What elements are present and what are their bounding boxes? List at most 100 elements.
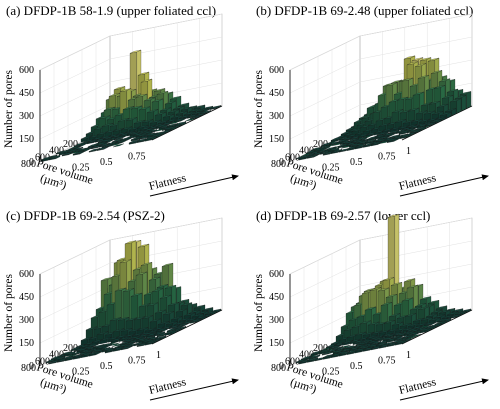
panel-d-title: (d) DFDP-1B 69-2.57 (lower ccl) — [256, 208, 430, 223]
panel-c-bar — [144, 340, 157, 346]
panel-c-z-tick: 300 — [19, 315, 34, 326]
panel-d-gridline — [289, 240, 473, 298]
panel-a-bar — [112, 143, 125, 148]
panel-b-bar — [386, 137, 399, 143]
panel-c-z-tick: 0 — [29, 361, 34, 372]
panel-c-bar — [108, 342, 121, 347]
panel-b-bar — [370, 141, 383, 147]
panel-a-z-tick: 300 — [19, 111, 34, 122]
panel-a-bar — [209, 105, 222, 110]
panel-b-bars — [295, 55, 472, 161]
panel-b-x-axis — [401, 105, 473, 141]
panel-d-bar — [394, 340, 407, 346]
panel-d-y-tick: 0.75 — [378, 356, 396, 367]
panel-b-y-tick: 0.75 — [378, 152, 396, 163]
panel-c-y-tick: 0.5 — [100, 361, 113, 372]
panel-c-z-tick: 600 — [19, 269, 34, 280]
panel-a-gridline — [39, 13, 223, 71]
panel-c-bar — [120, 345, 133, 351]
panel-a-x-tick: 200 — [63, 139, 78, 150]
panel-a-gridline — [39, 36, 223, 94]
panel-d-bar — [318, 349, 331, 355]
panel-d-z-tick: 150 — [269, 338, 284, 349]
panel-b-z-tick: 450 — [269, 88, 284, 99]
panel-b-x-tick: 400 — [299, 146, 314, 157]
panel-a-y-tick: 0.75 — [128, 152, 146, 163]
panel-b-gridline — [289, 36, 473, 94]
panel-d-x-tick: 400 — [299, 350, 314, 361]
panel-c-x-tick: 200 — [63, 343, 78, 354]
panel-b-bar — [424, 122, 437, 127]
panel-c-title: (c) DFDP-1B 69-2.54 (PSZ-2) — [6, 208, 165, 223]
panel-c-z-tick: 450 — [19, 292, 34, 303]
panel-d-z-tick: 600 — [269, 269, 284, 280]
panel-b-bar — [330, 149, 343, 154]
panel-a-bar — [164, 126, 177, 132]
panel-d-bar — [404, 336, 417, 341]
panel-c-x-tick: 600 — [35, 356, 50, 367]
panel-c-ylabel: Flatness — [148, 376, 188, 397]
panel-a-x-tick: 800 — [21, 159, 36, 170]
panel-a-x-axis — [151, 105, 223, 141]
panel-b-title: (b) DFDP-1B 69-2.48 (upper foliated ccl) — [256, 3, 473, 18]
panel-b-y-tick: 0.25 — [322, 163, 340, 174]
panel-a-bar — [96, 146, 109, 151]
panel-a-bars — [40, 49, 222, 162]
panel-b-bar — [340, 144, 353, 149]
panel-d-bar — [449, 313, 462, 319]
panel-c-flatness-arrow — [149, 378, 239, 401]
panel-b-x-tick: 600 — [285, 152, 300, 163]
panel-b: (b) DFDP-1B 69-2.48 (upper foliated ccl)… — [253, 3, 489, 197]
panel-c-x-tick: 400 — [49, 350, 64, 361]
panel-a-bar — [184, 117, 197, 122]
panel-c-bar — [155, 327, 168, 334]
panel-c-x-tick: 800 — [21, 363, 36, 374]
panel-b-z-tick: 300 — [269, 111, 284, 122]
panel-b-flatness-arrow — [399, 174, 489, 197]
panel-b-zlabel: Number of pores — [253, 70, 265, 148]
panel-b-bar — [398, 129, 411, 135]
panel-d-x-tick: 800 — [271, 363, 286, 374]
panel-c-bar — [95, 345, 108, 351]
panel-a-bar — [48, 154, 61, 161]
panel-c-bar — [63, 351, 76, 357]
panel-a-bar — [144, 135, 157, 142]
panel-d-gridline — [289, 217, 473, 275]
panel-c-bar — [178, 317, 191, 325]
panel-d-bar — [354, 347, 367, 354]
panel-a-bar — [174, 121, 187, 127]
panel-c-zlabel: Number of pores — [3, 274, 15, 352]
panel-c-gridline — [39, 240, 223, 298]
panel-a-y-tick: 0.25 — [72, 163, 90, 174]
panel-c-y-tick: 1 — [156, 350, 161, 361]
panel-a-bar — [194, 112, 207, 118]
panel-c-bar — [189, 318, 202, 324]
panel-a-gridline — [39, 59, 223, 117]
panel-a-bar — [88, 148, 101, 153]
panel-a-flatness-arrow — [149, 174, 239, 197]
panel-a-bar — [155, 123, 168, 130]
panel-b-y-tick: 1 — [406, 146, 411, 157]
panel-b-bar — [306, 154, 319, 159]
panel-d-flatness-arrow — [399, 378, 489, 401]
panel-d-y-tick: 0.25 — [322, 367, 340, 378]
panel-d-z-tick: 0 — [279, 361, 284, 372]
panel-c-bar — [164, 330, 177, 336]
panel-d-z-tick: 300 — [269, 315, 284, 326]
panel-a-z-tick: 150 — [19, 134, 34, 145]
panel-d-gridline — [289, 263, 473, 321]
panel-a-bar — [113, 135, 126, 141]
panel-c-x-axis — [151, 309, 223, 345]
panel-a-z-tick: 450 — [19, 88, 34, 99]
panel-c-bar — [88, 351, 101, 357]
panel-c-bar — [118, 336, 131, 342]
panel-d-z-tick: 450 — [269, 292, 284, 303]
panel-a-y-tick: 0.5 — [100, 157, 113, 168]
panel-b-z-tick: 600 — [269, 65, 284, 76]
panel-d-zlabel: Number of pores — [253, 274, 265, 352]
panel-c-y-tick: 0.25 — [72, 367, 90, 378]
panel-b-x-tick: 200 — [313, 139, 328, 150]
panel-a-x-tick: 600 — [35, 152, 50, 163]
panel-d-bars — [295, 213, 472, 365]
panel-c-y-tick: 0.75 — [128, 356, 146, 367]
